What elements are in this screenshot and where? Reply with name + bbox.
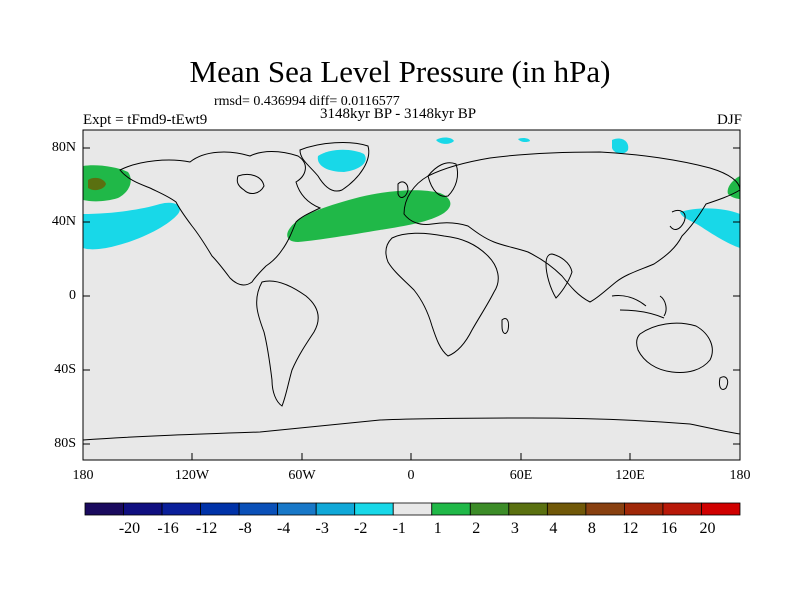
- alaska-positive-anomaly: [83, 165, 131, 202]
- colorbar-swatch-7: [354, 502, 394, 516]
- greenland-negative-anomaly: [317, 149, 366, 172]
- arctic-negative-anomaly-3: [612, 138, 629, 154]
- colorbar-label-7: -1: [392, 520, 406, 537]
- south-america-coast: [256, 280, 319, 407]
- colorbar-label-4: -4: [276, 520, 291, 537]
- colorbar-label-6: -2: [354, 520, 368, 537]
- colorbar-swatch-1: [123, 502, 163, 516]
- stats-subtitle: rmsd= 0.436994 diff= 0.0116577: [214, 94, 400, 109]
- colorbar-label-2: -12: [195, 520, 218, 537]
- colorbar-label-3: -8: [238, 520, 252, 537]
- colorbar-swatch-16: [701, 502, 741, 516]
- lon-tick-120e: 120E: [615, 468, 645, 483]
- lon-tick-120w: 120W: [174, 468, 210, 483]
- colorbar-swatch-0: [84, 502, 124, 516]
- greenland-coast: [299, 142, 370, 192]
- season-label: DJF: [716, 112, 742, 128]
- colorbar-label-0: -20: [118, 520, 141, 537]
- colorbar-label-1: -16: [157, 520, 179, 537]
- colorbar-label-9: 2: [472, 520, 481, 537]
- africa-coast: [385, 232, 499, 357]
- colorbar-swatch-14: [624, 502, 664, 516]
- colorbar-label-10: 3: [510, 520, 519, 537]
- anomaly-shading: [83, 137, 740, 250]
- axis-ticks: [83, 147, 740, 460]
- lon-tick-60e: 60E: [509, 468, 533, 483]
- colorbar-swatch-12: [546, 502, 587, 516]
- scandinavia-coast: [427, 162, 459, 197]
- colorbar: [84, 502, 741, 516]
- antarctica-coast: [82, 417, 741, 441]
- colorbar-swatch-2: [161, 502, 201, 516]
- colorbar-swatch-3: [200, 502, 240, 516]
- colorbar-label-12: 8: [587, 520, 596, 537]
- colorbar-swatch-8: [392, 502, 433, 516]
- alaska-strong-positive-core: [88, 177, 106, 191]
- colorbar-label-13: 12: [622, 520, 639, 537]
- uk-coast: [397, 181, 409, 198]
- colorbar-swatch-4: [238, 502, 279, 516]
- lon-tick-180-left: 180: [72, 468, 94, 483]
- coastlines: [82, 142, 741, 441]
- colorbar-swatch-15: [662, 502, 702, 516]
- hudson-bay-coast: [236, 173, 265, 194]
- page-title: Mean Sea Level Pressure (in hPa): [189, 54, 611, 89]
- arctic-negative-anomaly-2: [518, 137, 530, 143]
- northwest-pacific-negative-anomaly: [680, 208, 740, 248]
- lon-tick-60w: 60W: [288, 468, 316, 483]
- map-background: [83, 130, 740, 460]
- eurasia-coast: [403, 151, 741, 303]
- colorbar-label-15: 20: [699, 520, 716, 537]
- lat-tick-80s: 80S: [54, 436, 76, 451]
- madagascar-coast: [501, 317, 509, 334]
- lon-tick-0: 0: [407, 468, 415, 483]
- india-coast: [545, 253, 573, 299]
- japan-coast: [669, 209, 686, 230]
- colorbar-swatch-13: [585, 502, 625, 516]
- colorbar-swatch-11: [508, 502, 548, 516]
- colorbar-label-8: 1: [433, 520, 442, 537]
- lon-tick-180-right: 180: [729, 468, 751, 483]
- experiment-label: Expt = tFmd9-tEwt9: [83, 112, 208, 128]
- colorbar-swatch-6: [315, 502, 356, 516]
- colorbar-swatch-5: [277, 502, 317, 516]
- southeast-asia-islands: [611, 295, 667, 319]
- lat-tick-40n: 40N: [51, 214, 76, 229]
- colorbar-label-11: 4: [549, 520, 558, 537]
- period-subtitle: 3148kyr BP - 3148kyr BP: [320, 106, 477, 122]
- lat-tick-0: 0: [69, 288, 76, 303]
- new-zealand-coast: [719, 376, 729, 391]
- atlantic-positive-anomaly: [287, 190, 451, 242]
- colorbar-swatch-10: [469, 502, 510, 516]
- arctic-negative-anomaly-1: [436, 137, 454, 144]
- lat-tick-80n: 80N: [51, 140, 76, 155]
- colorbar-label-14: 16: [660, 520, 677, 537]
- australia-coast: [636, 322, 713, 373]
- lat-tick-40s: 40S: [54, 362, 76, 377]
- north-america-coast: [119, 151, 322, 286]
- northeast-pacific-negative-anomaly: [83, 202, 180, 250]
- colorbar-label-5: -3: [315, 520, 329, 537]
- colorbar-swatch-9: [431, 502, 471, 516]
